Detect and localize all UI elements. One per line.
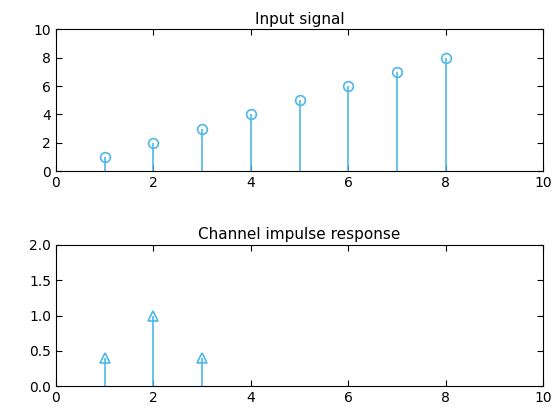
Title: Channel impulse response: Channel impulse response (198, 227, 401, 242)
Title: Input signal: Input signal (255, 12, 344, 27)
